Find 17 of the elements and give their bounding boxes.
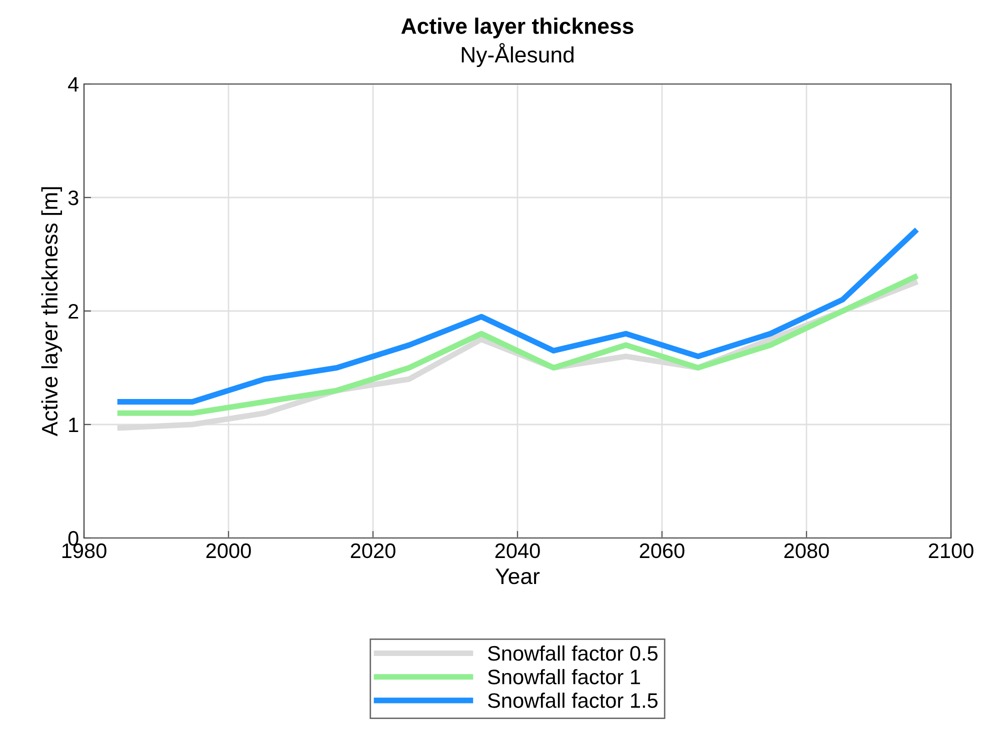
legend-label: Snowfall factor 1.5 <box>488 692 658 708</box>
x-tick-label: 2020 <box>350 543 396 558</box>
x-tick-label: 2100 <box>928 543 974 558</box>
x-tick-label: 2080 <box>784 543 829 558</box>
chart-title: Active layer thickness <box>401 18 634 38</box>
x-tick-label: 2060 <box>640 543 684 558</box>
legend-label: Snowfall factor 1 <box>488 669 640 684</box>
legend-label: Snowfall factor 0.5 <box>488 645 658 661</box>
x-tick-label: 2000 <box>206 543 251 558</box>
y-tick-label: 3 <box>68 190 78 206</box>
x-axis-title: Year <box>496 568 540 584</box>
y-tick-label: 2 <box>68 304 78 319</box>
y-tick-label: 1 <box>69 418 78 432</box>
y-tick-label: 4 <box>68 77 79 92</box>
y-axis-title: Active layer thickness [m] <box>41 187 62 436</box>
x-tick-label: 2040 <box>495 543 540 558</box>
chart-subtitle: Ny-Ålesund <box>462 42 574 68</box>
